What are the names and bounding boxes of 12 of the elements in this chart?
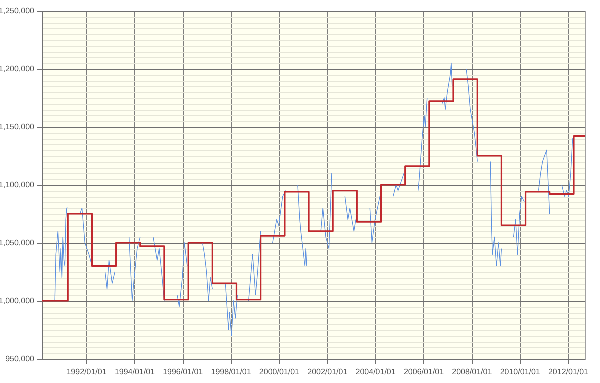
x-tick-label: 2006/01/01 — [404, 368, 445, 376]
x-tick-label: 2000/01/01 — [259, 368, 300, 376]
x-tick-label: 1998/01/01 — [211, 368, 252, 376]
x-tick-label: 1994/01/01 — [114, 368, 156, 376]
x-tick-label: 1992/01/01 — [66, 368, 108, 376]
x-tick-label: 1996/01/01 — [163, 368, 204, 376]
x-tick-label: 2012/01/01 — [548, 368, 590, 376]
y-tick-label: 950,000 — [6, 354, 36, 364]
x-tick-label: 2002/01/01 — [308, 368, 348, 376]
x-tick-label: 2010/01/01 — [500, 368, 541, 376]
x-tick-label: 2004/01/01 — [356, 368, 396, 376]
x-tick-label: 2008/01/01 — [452, 368, 493, 376]
